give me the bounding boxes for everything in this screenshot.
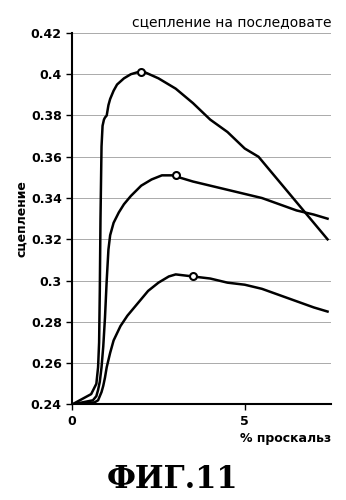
Text: сцепление на последовате: сцепление на последовате xyxy=(131,15,331,29)
X-axis label: % проскальз: % проскальз xyxy=(240,432,331,445)
Y-axis label: сцепление: сцепление xyxy=(15,180,28,257)
Text: ФИГ.11: ФИГ.11 xyxy=(107,464,239,495)
